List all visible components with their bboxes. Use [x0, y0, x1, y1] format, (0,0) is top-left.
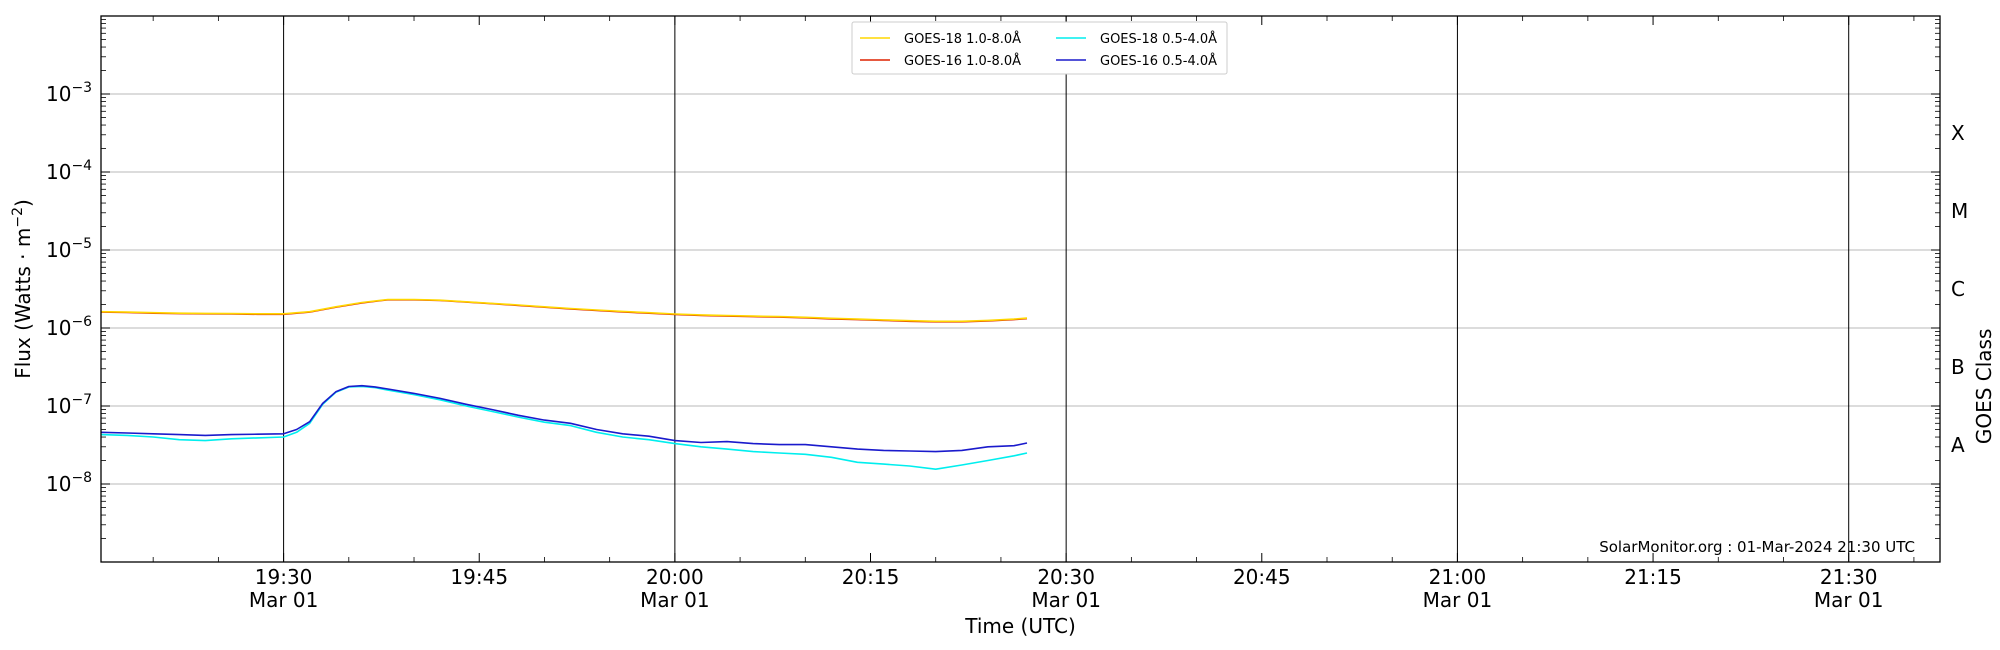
legend-label: GOES-16 1.0-8.0Å: [904, 53, 1021, 69]
legend-label: GOES-18 0.5-4.0Å: [1100, 31, 1217, 47]
y-axis-ticks: 10−810−710−610−510−410−3: [46, 80, 92, 496]
x-tick-date-label: Mar 01: [1814, 588, 1884, 612]
x-tick-date-label: Mar 01: [1423, 588, 1493, 612]
y-tick-exponent: −7: [71, 392, 92, 408]
x-tick-label: 21:30: [1820, 565, 1878, 589]
series-line-goes-18-0-5-4-0: [100, 385, 1028, 471]
legend-label: GOES-16 0.5-4.0Å: [1100, 53, 1217, 69]
x-tick-label: 19:30: [255, 565, 313, 589]
y-tick-label: 10−7: [46, 392, 92, 418]
y-tick-exponent: −4: [71, 158, 92, 174]
x-tick-label: 19:45: [450, 565, 508, 589]
y-tick-label: 10−5: [46, 236, 92, 262]
x-tick-label: 20:00: [646, 565, 704, 589]
y-tick-base: 10: [46, 394, 71, 418]
plot-series: [100, 298, 1028, 471]
y-tick-base: 10: [46, 316, 71, 340]
y-tick-base: 10: [46, 238, 71, 262]
grid: [101, 93, 1940, 485]
x-tick-label: 20:45: [1233, 565, 1291, 589]
y-axis-label-close: ): [11, 199, 35, 207]
y-tick-label: 10−8: [46, 470, 92, 496]
y-axis-label-main: Flux (Watts · m: [11, 228, 35, 379]
x-tick-date-label: Mar 01: [249, 588, 319, 612]
y-tick-exponent: −5: [71, 236, 92, 252]
legend-label: GOES-18 1.0-8.0Å: [904, 31, 1021, 47]
series-line-goes-16-0-5-4-0: [100, 384, 1028, 453]
vertical-hour-lines: [283, 16, 1850, 562]
y-tick-exponent: −6: [71, 314, 92, 330]
x-tick-label: 21:00: [1429, 565, 1487, 589]
x-tick-date-label: Mar 01: [1031, 588, 1101, 612]
goes-class-m: M: [1951, 199, 1968, 223]
minor-ticks: [101, 15, 1940, 563]
goes-class-axis-label: GOES Class: [1972, 329, 1996, 445]
y-axis-label-exponent: −2: [10, 207, 26, 228]
goes-class-b: B: [1951, 355, 1965, 379]
x-tick-date-label: Mar 01: [640, 588, 710, 612]
goes-class-labels: A B C M X: [1951, 121, 1968, 457]
y-tick-base: 10: [46, 82, 71, 106]
y-tick-label: 10−4: [46, 158, 92, 184]
plot-frame: [100, 15, 1941, 563]
goes-class-a: A: [1951, 433, 1965, 457]
x-axis-label: Time (UTC): [964, 614, 1076, 638]
legend-box: [851, 21, 1228, 75]
goes-class-x: X: [1951, 121, 1965, 145]
y-tick-exponent: −8: [71, 470, 92, 486]
x-tick-label: 20:30: [1037, 565, 1095, 589]
y-tick-exponent: −3: [71, 80, 92, 96]
y-axis-label: Flux (Watts · m−2): [10, 199, 35, 379]
y-tick-label: 10−3: [46, 80, 92, 106]
y-tick-label: 10−6: [46, 314, 92, 340]
series-line-goes-18-1-0-8-0: [100, 298, 1028, 323]
goes-class-c: C: [1951, 277, 1965, 301]
y-tick-base: 10: [46, 472, 71, 496]
credit-text: SolarMonitor.org : 01-Mar-2024 21:30 UTC: [1599, 538, 1915, 556]
x-tick-label: 21:15: [1624, 565, 1682, 589]
legend: GOES-18 1.0-8.0Å GOES-16 1.0-8.0Å GOES-18 …: [851, 21, 1228, 75]
x-tick-label: 20:15: [842, 565, 900, 589]
y-tick-base: 10: [46, 160, 71, 184]
